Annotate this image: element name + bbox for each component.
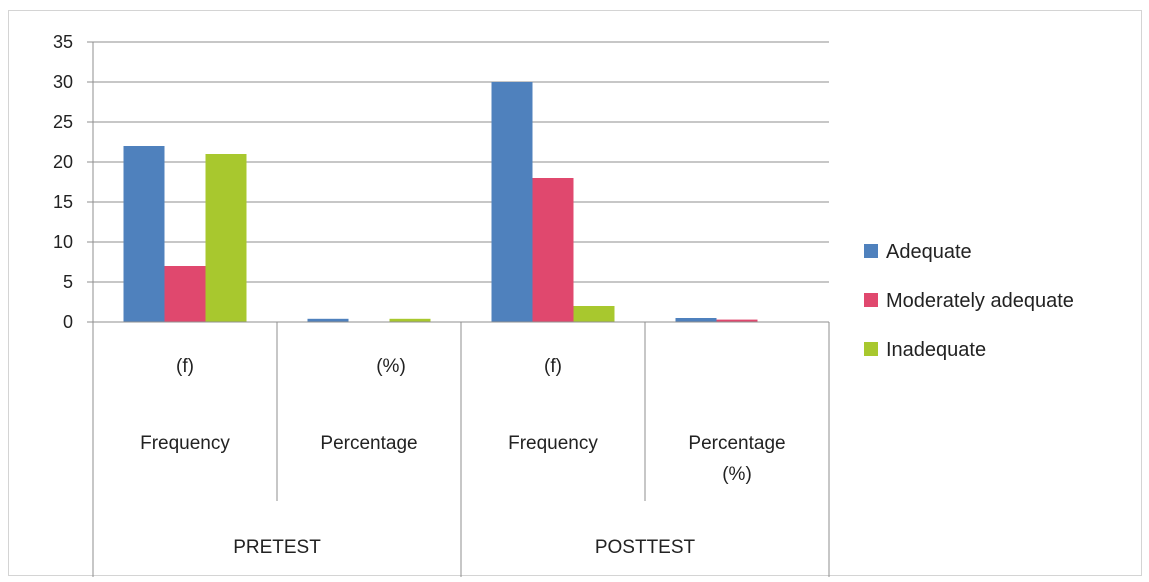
- bar-adequate: [675, 318, 717, 322]
- chart-frame: 0 5 10 15 20 25 30 35 (f) Frequency (%) Percentage (…: [8, 10, 1142, 577]
- legend-label: Adequate: [886, 241, 972, 263]
- legend-swatch: [864, 342, 878, 356]
- y-tick-label: 0: [63, 312, 73, 332]
- y-tick-label: 20: [53, 152, 73, 172]
- bars: [123, 82, 758, 322]
- group-label: PRETEST: [233, 537, 321, 558]
- category-label: Percentage: [688, 433, 785, 454]
- category-label: (%): [722, 464, 752, 485]
- bar-adequate: [123, 146, 165, 322]
- y-tick-label: 30: [53, 72, 73, 92]
- bar-moderately-adequate: [716, 319, 758, 322]
- legend-swatch: [864, 244, 878, 258]
- axis-labels: 0 5 10 15 20 25 30 35 (f) Frequency (%) Percentage (…: [53, 32, 786, 558]
- legend-label: Inadequate: [886, 339, 986, 361]
- legend-label: Moderately adequate: [886, 290, 1074, 312]
- y-tick-label: 35: [53, 32, 73, 52]
- y-tick-label: 15: [53, 192, 73, 212]
- bar-moderately-adequate: [532, 178, 574, 322]
- bar-adequate: [491, 82, 533, 322]
- y-tick-label: 10: [53, 232, 73, 252]
- bar-inadequate: [205, 154, 247, 322]
- bar-moderately-adequate: [164, 266, 206, 322]
- legend: Adequate Moderately adequate Inadequate: [864, 241, 1074, 361]
- bar-adequate: [307, 318, 349, 322]
- gridlines: [93, 41, 829, 283]
- bar-inadequate: [573, 306, 615, 322]
- category-label: Frequency: [508, 433, 598, 454]
- axes: [87, 41, 830, 577]
- category-label: Frequency: [140, 433, 230, 454]
- legend-swatch: [864, 293, 878, 307]
- group-label: POSTTEST: [595, 537, 696, 558]
- category-label: Percentage: [320, 433, 417, 454]
- category-label: (f): [176, 356, 194, 377]
- category-label: (f): [544, 356, 562, 377]
- bar-inadequate: [389, 318, 431, 322]
- y-tick-label: 5: [63, 272, 73, 292]
- category-label: (%): [376, 356, 406, 377]
- bar-chart: 0 5 10 15 20 25 30 35 (f) Frequency (%) Percentage (…: [53, 32, 1074, 577]
- y-tick-label: 25: [53, 112, 73, 132]
